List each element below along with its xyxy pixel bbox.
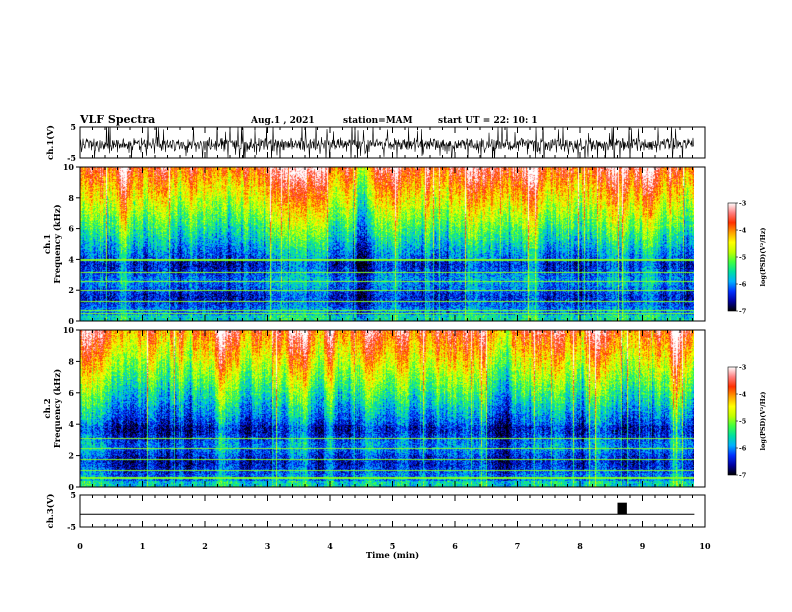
ch1-spectrogram-ytick-label: 10 bbox=[63, 162, 75, 172]
ch3-ytick-label: 5 bbox=[70, 490, 76, 500]
ch2-spectrogram-colorbar-tick: -6 bbox=[739, 445, 747, 453]
ch1-spectrogram-colorbar-tick: -5 bbox=[739, 254, 747, 262]
time-tick-label: 0 bbox=[77, 541, 83, 551]
ch2-spectrogram-channel-label: ch.2 bbox=[43, 398, 53, 418]
time-tick-label: 5 bbox=[390, 541, 396, 551]
date-label: Aug.1 , 2021 bbox=[250, 116, 315, 126]
ch1-spectrogram-ytick-label: 8 bbox=[68, 193, 74, 203]
ch1-spectrogram-channel-label: ch.1 bbox=[43, 234, 53, 254]
ch2-spectrogram-colorbar-tick: -5 bbox=[739, 418, 747, 426]
time-tick-label: 10 bbox=[699, 541, 711, 551]
time-tick-label: 4 bbox=[327, 541, 333, 551]
ch1-ylabel: ch.1(V) bbox=[45, 125, 56, 160]
ch2-spectrogram-panel: 0 2 4 6 8 10 ch.2 Frequency (kHz) bbox=[43, 325, 706, 492]
ch2-spectrogram-colorbar-tick: -4 bbox=[739, 391, 747, 399]
ch1-spectrogram-colorbar-tick: -7 bbox=[739, 308, 746, 316]
ch2-spectrogram-ytick-label: 2 bbox=[68, 451, 74, 461]
ch3-signal-minor-ticks bbox=[79, 495, 706, 527]
ch2-spectrogram-ytick-label: 4 bbox=[68, 419, 74, 429]
time-tick-label: 6 bbox=[452, 541, 458, 551]
ch1-spectrogram-ytick-label: 6 bbox=[68, 224, 74, 234]
ch1-spectrogram-colorbar-tick: -3 bbox=[739, 200, 747, 208]
ch1-spectrogram-minor-ticks bbox=[79, 167, 706, 321]
time-axis: 0 1 2 3 4 5 6 7 8 9 10 Time (min) bbox=[77, 541, 711, 561]
ch1-spectrogram-image bbox=[80, 167, 694, 321]
ch3-signal-panel: 5 -5 ch.3(V) bbox=[45, 490, 706, 532]
time-axis-label: Time (min) bbox=[366, 550, 419, 561]
ch2-spectrogram-ytick-label: 10 bbox=[63, 325, 75, 335]
ch3-ytick-label: -5 bbox=[67, 522, 76, 532]
time-tick-label: 7 bbox=[515, 541, 521, 551]
ch2-spectrogram-ytick-label: 0 bbox=[68, 482, 74, 492]
ch1-spectrogram-colorbar-tick: -4 bbox=[739, 227, 747, 235]
ch1-waveform-line bbox=[80, 127, 695, 158]
station-label: station=MAM bbox=[343, 116, 413, 126]
ch2-spectrogram-colorbar-tick: -3 bbox=[739, 364, 747, 372]
ch2-spectrogram-colorbar-label: log(PSD)(V²/Hz) bbox=[759, 392, 767, 451]
ch1-waveform-minor-ticks bbox=[79, 127, 706, 158]
time-tick-label: 3 bbox=[265, 541, 271, 551]
ch3-ylabel: ch.3(V) bbox=[45, 494, 56, 529]
ch1-ytick-label: -5 bbox=[67, 153, 76, 163]
ch1-waveform-panel: 5 -5 ch.1(V) bbox=[45, 122, 706, 163]
ch1-spectrogram-frequency-label: Frequency (kHz) bbox=[52, 204, 63, 283]
time-tick-label: 8 bbox=[577, 541, 583, 551]
ch1-spectrogram-ytick-label: 4 bbox=[68, 254, 74, 264]
ch2-spectrogram-minor-ticks bbox=[79, 330, 706, 487]
ch1-spectrogram-colorbar-tick: -6 bbox=[739, 281, 747, 289]
time-tick-label: 1 bbox=[140, 541, 146, 551]
ch2-spectrogram-colorbar-tick: -7 bbox=[739, 472, 746, 480]
ch2-spectrogram-colorbar bbox=[727, 366, 737, 476]
ch2-spectrogram-frequency-label: Frequency (kHz) bbox=[52, 369, 63, 448]
ch2-spectrogram-ytick-label: 8 bbox=[68, 356, 74, 366]
ch1-spectrogram-ytick-label: 2 bbox=[68, 285, 74, 295]
ch2-spectrogram-ytick-label: 6 bbox=[68, 388, 74, 398]
ch2-spectrogram-image bbox=[80, 330, 694, 487]
ch1-spectrogram-panel: 0 2 4 6 8 10 ch.1 Frequency (kHz) bbox=[43, 162, 706, 326]
ch1-spectrogram-colorbar bbox=[727, 202, 737, 312]
ch1-spectrogram-ytick-label: 0 bbox=[68, 316, 74, 326]
figure-title: VLF Spectra bbox=[79, 113, 155, 126]
ch1-ytick-label: 5 bbox=[70, 122, 76, 132]
time-tick-label: 2 bbox=[202, 541, 208, 551]
ch1-spectrogram-colorbar-label: log(PSD)(V²/Hz) bbox=[759, 228, 767, 287]
ch3-pulse bbox=[617, 502, 627, 515]
time-tick-label: 9 bbox=[640, 541, 646, 551]
start-time-label: start UT = 22: 10: 1 bbox=[438, 116, 538, 126]
colorbars: -3 -4 -5 -6 -7 log(PSD)(V²/Hz) -3 -4 -5 -6 -7 log(P… bbox=[727, 200, 767, 480]
